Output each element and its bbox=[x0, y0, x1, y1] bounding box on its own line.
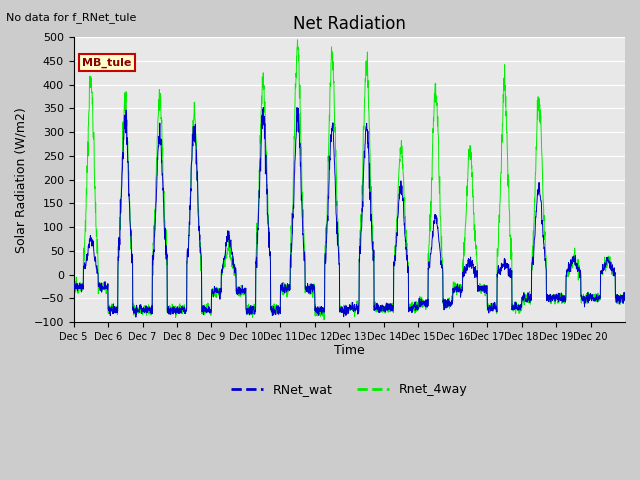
Legend: RNet_wat, Rnet_4way: RNet_wat, Rnet_4way bbox=[227, 378, 472, 401]
Text: No data for f_RNet_tule: No data for f_RNet_tule bbox=[6, 12, 137, 23]
Title: Net Radiation: Net Radiation bbox=[293, 15, 406, 33]
X-axis label: Time: Time bbox=[334, 345, 365, 358]
Text: MB_tule: MB_tule bbox=[82, 57, 131, 68]
Y-axis label: Solar Radiation (W/m2): Solar Radiation (W/m2) bbox=[15, 107, 28, 252]
